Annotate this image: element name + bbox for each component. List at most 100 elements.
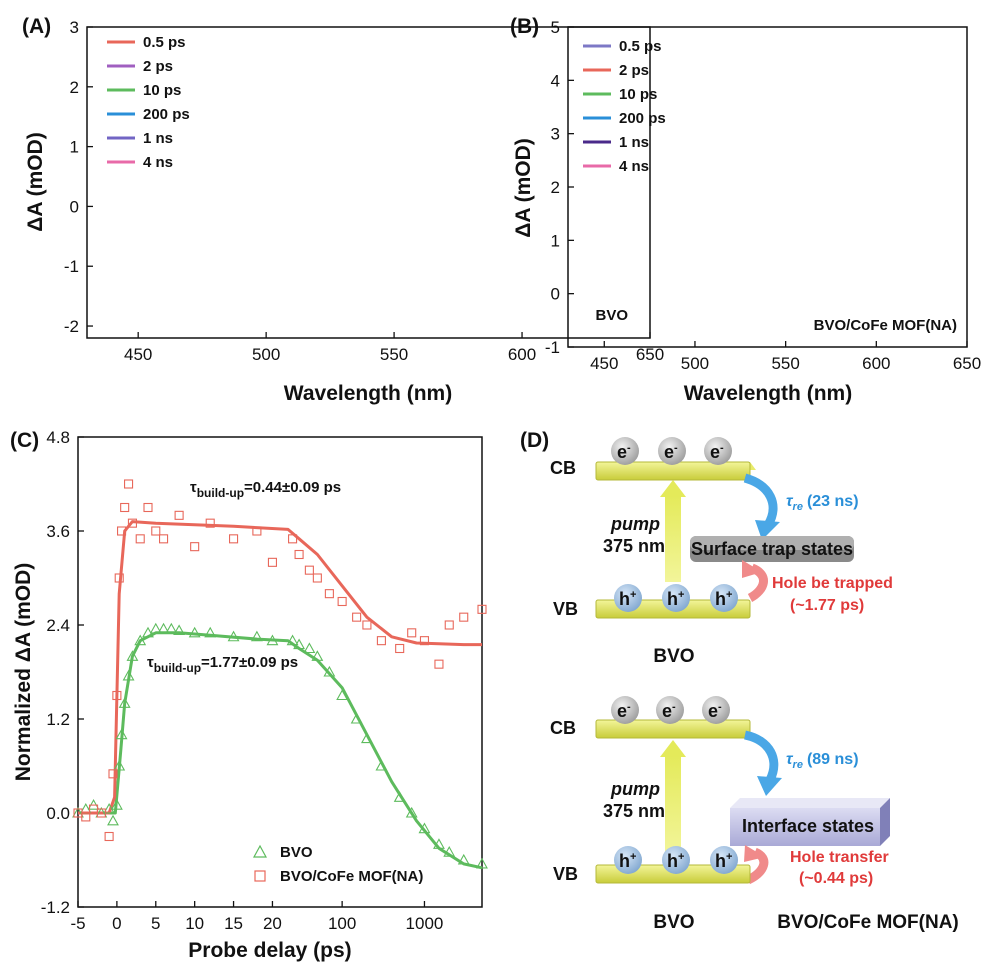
panel-a-x-tick-label: 500 <box>252 345 280 364</box>
top-pump-arrow-head <box>660 480 686 497</box>
panel-d-diagram: (D) CB e- e- e- pump 375 nm τre (23 ns) <box>520 429 959 933</box>
panel-c-point-bvo <box>122 669 135 681</box>
panel-c-point-mof <box>444 620 454 630</box>
panel-b-y-label: ΔA (mOD) <box>512 138 535 237</box>
panel-c-y-label: Normalized ΔA (mOD) <box>12 563 35 782</box>
bottom-hole-3 <box>710 846 738 874</box>
panel-b-x-tick-label: 550 <box>771 354 799 373</box>
bottom-electron-recombination-arrow <box>743 730 779 783</box>
panel-b-x-label: Wavelength (nm) <box>684 382 852 405</box>
bottom-electron-2 <box>656 696 684 724</box>
bottom-cb-label: CB <box>550 718 576 738</box>
bottom-interface-box-top <box>730 798 890 808</box>
panel-c-x-tick-label: 10 <box>185 914 204 933</box>
bottom-hole-1 <box>614 846 642 874</box>
panel-c-y-tick-label: 4.8 <box>46 428 70 447</box>
top-hole-text-1: Hole be trapped <box>772 575 893 592</box>
panel-b-sample-tag: BVO/CoFe MOF(NA) <box>814 317 957 334</box>
bottom-pump-label: pump <box>610 779 660 799</box>
bottom-hole-2 <box>662 846 690 874</box>
panel-c-point-mof <box>294 549 304 560</box>
panel-c-x-tick-label: 5 <box>151 914 160 933</box>
panel-c-x-tick-label: 0 <box>112 914 121 933</box>
panel-c-point-bvo <box>393 791 406 802</box>
panel-c-legend-swatch <box>254 870 266 882</box>
panel-c-y-tick-label: 2.4 <box>46 616 70 635</box>
panel-c-point-bvo <box>443 846 456 857</box>
panel-c-x-tick-label: -5 <box>70 914 85 933</box>
panel-c-point-mof <box>407 628 417 638</box>
panel-c-point-bvo <box>476 857 488 869</box>
bottom-band-diagram: CB e- e- e- pump 375 nm τre (89 ns) Inter… <box>550 696 959 933</box>
panel-c-point-bvo <box>418 822 431 834</box>
panel-a-y-tick-label: 0 <box>70 197 79 216</box>
panel-c-y-tick-label: 1.2 <box>46 710 70 729</box>
panel-b-y-tick-label: 0 <box>551 285 560 304</box>
panel-c-point-mof <box>352 612 362 622</box>
panel-c-point-mof <box>419 636 430 646</box>
panel-b-x-tick-label: 650 <box>953 354 981 373</box>
panel-c-x-tick-label: 20 <box>263 914 282 933</box>
top-vb-label: VB <box>553 599 578 619</box>
panel-c-point-bvo <box>173 624 186 636</box>
panel-a-legend-label: 200 ps <box>143 106 190 123</box>
panel-a-x-label: Wavelength (nm) <box>284 382 452 405</box>
panel-a-y-tick-label: 2 <box>70 78 79 97</box>
panel-c-point-mof <box>124 479 134 489</box>
panel-a-y-tick-label: 1 <box>70 138 79 157</box>
top-electron-label-1: e- <box>617 442 631 462</box>
panel-c-point-bvo <box>311 650 324 661</box>
panel-c-point-bvo <box>110 799 123 810</box>
panel-c-point-bvo <box>250 630 263 642</box>
panel-c-point-bvo <box>350 712 363 724</box>
panel-c-point-mof <box>127 518 137 528</box>
panel-b-y-tick-label: 5 <box>551 18 560 37</box>
panel-a-y-tick-label: -2 <box>64 317 79 336</box>
panel-c-point-mof <box>190 542 200 552</box>
panel-c-annotation-mof: τbuild-up=0.44±0.09 ps <box>190 479 341 500</box>
top-hole-label-2: h+ <box>667 589 684 609</box>
panel-c-point-mof <box>159 534 169 544</box>
panel-b-y-tick-label: 2 <box>551 178 560 197</box>
panel-c-ticks: -5 0 5 10 15 20 100 1000 -1.2 0.0 1.2 2.4 3.6 4.8 <box>41 428 444 933</box>
panel-c-point-mof <box>288 534 298 544</box>
panel-c-legend-label: BVO <box>280 844 313 861</box>
panel-a-x-tick-label: 650 <box>636 345 664 364</box>
top-surface-trap-label: Surface trap states <box>691 539 853 559</box>
panel-c-point-mof <box>252 526 262 536</box>
bottom-electron-arrow-head <box>757 776 782 796</box>
panel-c-point-mof <box>459 612 469 622</box>
bottom-electron-label-1: e- <box>617 701 631 721</box>
bottom-pump-wavelength: 375 nm <box>603 801 665 821</box>
panel-a-legend-label: 10 ps <box>143 82 181 99</box>
panel-c-point-mof <box>96 808 106 818</box>
bottom-hole-arrow-head <box>744 845 765 862</box>
panel-c-point-mof <box>434 659 444 669</box>
panel-c-point-mof <box>117 526 127 536</box>
panel-b-ticks: 450 500 550 600 650 -1 0 1 2 3 4 5 <box>545 18 981 373</box>
bottom-hole-label-2: h+ <box>667 851 684 871</box>
top-hole-text-2: (~1.77 ps) <box>790 597 864 614</box>
bottom-hole-label-1: h+ <box>619 851 636 871</box>
panel-c-data-points <box>72 479 488 869</box>
panel-c-x-label: Probe delay (ps) <box>188 939 351 962</box>
panel-c-letter: (C) <box>10 429 39 452</box>
panel-a-sample-tag: BVO <box>595 307 628 324</box>
panel-b-legend-label: 10 ps <box>619 86 657 103</box>
panel-b-y-tick-label: -1 <box>545 338 560 357</box>
panel-a-legend-label: 4 ns <box>143 154 173 171</box>
panel-c-point-mof <box>108 769 118 779</box>
bottom-electron-3 <box>702 696 730 724</box>
panel-c-point-bvo <box>107 814 119 826</box>
top-electron-label-3: e- <box>710 442 724 462</box>
panel-c-point-bvo <box>113 759 126 771</box>
panel-c-point-bvo <box>118 697 131 708</box>
top-electron-recombination-arrow <box>743 473 778 528</box>
bottom-material-right: BVO/CoFe MOF(NA) <box>777 912 959 933</box>
bottom-interface-box <box>730 808 880 846</box>
panel-c-point-bvo <box>323 665 336 677</box>
panel-c-y-tick-label: -1.2 <box>41 898 70 917</box>
panel-c-x-tick-label: 15 <box>224 914 243 933</box>
